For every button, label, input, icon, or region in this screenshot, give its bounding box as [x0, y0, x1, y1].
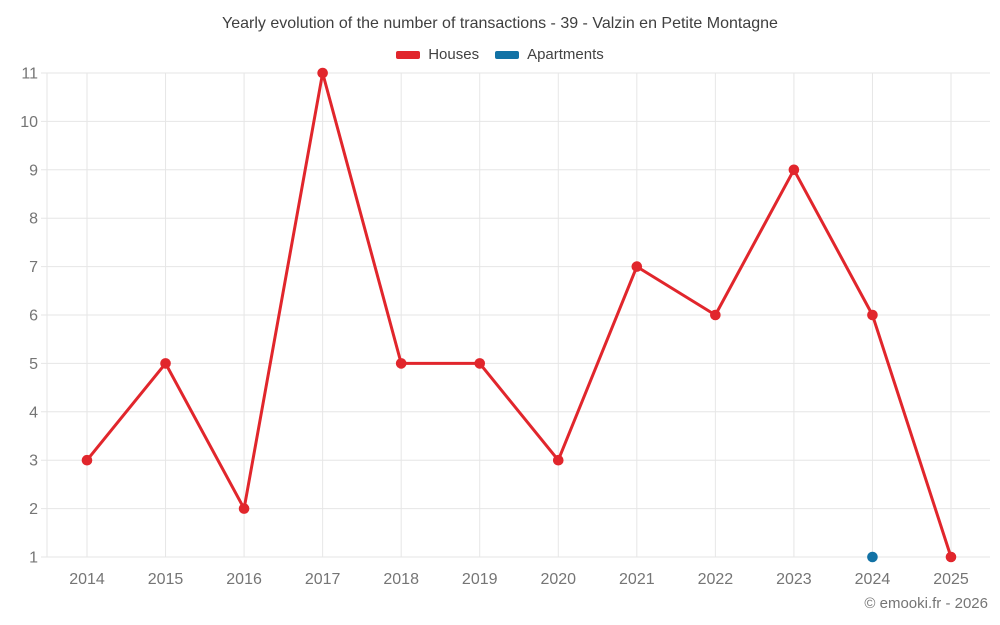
x-tick-label: 2024: [855, 571, 891, 588]
data-point-houses[interactable]: [317, 67, 328, 79]
x-tick-label: 2018: [383, 571, 419, 588]
x-tick-label: 2016: [226, 571, 262, 588]
x-tick-label: 2025: [933, 571, 969, 588]
footer-credit: © emooki.fr - 2026: [864, 595, 988, 612]
y-tick-label: 1: [29, 550, 38, 567]
data-point-houses[interactable]: [81, 454, 93, 466]
y-tick-label: 9: [29, 162, 38, 179]
data-point-houses[interactable]: [631, 261, 643, 272]
y-tick-label: 2: [29, 501, 38, 518]
data-point-apartments[interactable]: [867, 551, 878, 563]
legend: Houses Apartments: [0, 46, 1000, 63]
data-point-houses[interactable]: [474, 358, 486, 369]
legend-label-houses: Houses: [428, 46, 480, 63]
x-tick-label: 2020: [540, 571, 576, 588]
x-tick-label: 2022: [698, 571, 734, 588]
x-tick-label: 2021: [619, 571, 655, 588]
data-point-houses[interactable]: [552, 454, 564, 466]
data-point-houses[interactable]: [867, 309, 878, 321]
data-point-houses[interactable]: [238, 503, 250, 514]
legend-swatch-houses: [396, 50, 421, 59]
legend-item-houses[interactable]: Houses: [396, 46, 479, 63]
data-point-houses[interactable]: [788, 164, 800, 176]
x-tick-label: 2023: [776, 571, 812, 588]
y-tick-label: 10: [20, 114, 38, 131]
data-point-houses[interactable]: [710, 309, 721, 321]
chart-title: Yearly evolution of the number of transa…: [222, 15, 778, 32]
y-tick-label: 8: [29, 211, 38, 228]
y-tick-label: 3: [29, 453, 38, 470]
x-tick-label: 2015: [148, 571, 184, 588]
x-tick-label: 2017: [305, 571, 341, 588]
series-line-houses: [85, 71, 953, 559]
legend-label-apartments: Apartments: [527, 46, 604, 63]
y-tick-label: 6: [29, 308, 38, 325]
y-tick-label: 5: [29, 356, 38, 373]
y-tick-label: 7: [29, 259, 38, 276]
x-tick-label: 2019: [462, 571, 498, 588]
data-point-houses[interactable]: [395, 358, 407, 369]
legend-swatch-apartments: [495, 50, 520, 59]
data-point-houses[interactable]: [160, 358, 171, 369]
data-point-houses[interactable]: [945, 551, 957, 563]
x-tick-label: 2014: [69, 571, 105, 588]
legend-item-apartments[interactable]: Apartments: [495, 46, 604, 63]
y-tick-label: 4: [29, 404, 38, 421]
y-tick-label: 11: [21, 66, 38, 83]
